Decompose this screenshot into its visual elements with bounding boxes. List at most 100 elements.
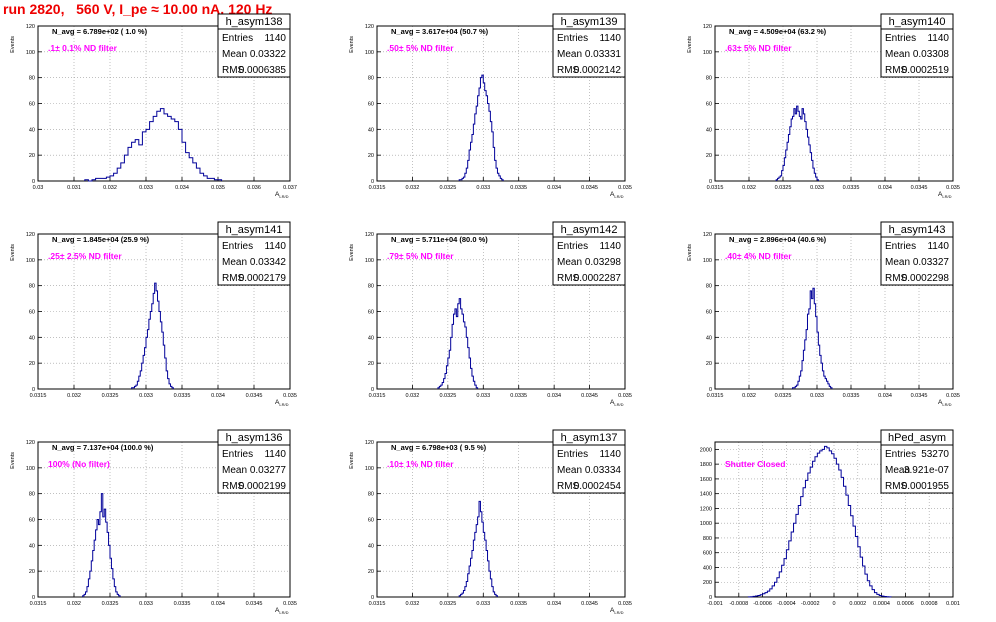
x-tick-label: 0.001	[946, 601, 960, 607]
x-tick-label: 0.035	[283, 393, 297, 399]
stats-value: 1140	[599, 33, 621, 44]
x-axis-subscript: LR/D	[279, 610, 288, 615]
y-axis-title: Events	[349, 36, 355, 53]
y-tick-label: 100	[26, 466, 35, 472]
navg-text: N_avg = 3.617e+04 (50.7 %)	[391, 27, 489, 36]
stats-value: 0.03308	[913, 49, 950, 60]
x-tick-label: 0.0335	[174, 393, 191, 399]
x-tick-label: 0.0335	[843, 185, 860, 191]
stats-box	[217, 221, 291, 286]
stats-label: Entries	[222, 241, 253, 252]
y-tick-label: 120	[26, 440, 35, 446]
x-tick-label: 0.0345	[911, 393, 928, 399]
x-tick-label: 0.034	[211, 601, 225, 607]
x-tick-label: 0.034	[547, 601, 561, 607]
histogram-panel-h_asym140: 0.0315 0.032 0.0325 0.033 0.0335 0.034 0.0345 0…	[687, 13, 960, 199]
y-tick-label: 60	[29, 102, 35, 108]
stats-label: Mean	[557, 49, 582, 60]
annotation-text: .10± 1% ND filter	[387, 459, 454, 469]
y-tick-label: 1000	[700, 521, 712, 527]
y-tick-label: 120	[365, 440, 374, 446]
x-tick-label: 0.0335	[174, 601, 191, 607]
y-tick-label: 120	[26, 24, 35, 30]
stats-label: RMS	[885, 273, 908, 284]
navg-text: N_avg = 6.798e+03 ( 9.5 %)	[391, 443, 487, 452]
histogram-panel-h_asym137: 0.0315 0.032 0.0325 0.033 0.0335 0.034 0.0345 0…	[349, 429, 632, 615]
y-tick-label: 100	[365, 466, 374, 472]
stats-value: 0.0002287	[574, 273, 622, 284]
stats-value: 1140	[264, 449, 286, 460]
annotation-text: .50± 5% ND filter	[387, 43, 454, 53]
histogram-panel-hPed_asym: -0.001 -0.0008 -0.0006 -0.0004 -0.0002 0 0.000…	[700, 429, 960, 607]
x-tick-label: 0.03	[33, 185, 44, 191]
x-tick-label: 0.032	[406, 393, 420, 399]
x-tick-label: 0.0335	[510, 185, 527, 191]
y-tick-label: 120	[703, 24, 712, 30]
stats-value: 1140	[599, 241, 621, 252]
x-tick-label: -0.0008	[729, 601, 748, 607]
y-tick-label: 120	[703, 232, 712, 238]
x-axis-title: ALR/D	[610, 399, 624, 407]
y-tick-label: 600	[703, 551, 712, 557]
x-tick-label: 0.0315	[369, 601, 386, 607]
stats-box	[880, 221, 954, 286]
y-tick-label: 100	[703, 50, 712, 56]
annotation-text: .25± 2.5% ND filter	[48, 251, 122, 261]
y-tick-label: 0	[371, 387, 374, 393]
stats-label: Entries	[557, 449, 588, 460]
x-axis-subscript: LR/D	[614, 610, 623, 615]
stats-value: 0.03327	[913, 257, 950, 268]
y-tick-label: 40	[29, 335, 35, 341]
x-tick-label: 0.034	[547, 393, 561, 399]
navg-text: N_avg = 1.845e+04 (25.9 %)	[52, 235, 150, 244]
x-tick-label: 0.0325	[439, 185, 456, 191]
histogram-line	[82, 493, 121, 597]
x-tick-label: 0	[832, 601, 835, 607]
x-tick-label: -0.0004	[777, 601, 796, 607]
navg-text: N_avg = 2.896e+04 (40.6 %)	[729, 235, 827, 244]
stats-label: Mean	[557, 257, 582, 268]
stats-box	[217, 429, 291, 494]
y-tick-label: 60	[368, 518, 374, 524]
stats-title: h_asym137	[561, 432, 618, 444]
y-tick-label: 60	[706, 310, 712, 316]
x-tick-label: 0.033	[810, 393, 824, 399]
annotation-text: 100% (No filter)	[48, 459, 110, 469]
x-tick-label: 0.033	[139, 393, 153, 399]
stats-value: 0.0002199	[239, 481, 287, 492]
x-tick-label: 0.033	[139, 185, 153, 191]
stats-label: Mean	[222, 465, 247, 476]
y-tick-label: 0	[371, 595, 374, 601]
annotation-text: Shutter Closed	[725, 459, 785, 469]
y-tick-label: 40	[368, 543, 374, 549]
x-tick-label: 0.0315	[30, 601, 47, 607]
stats-label: RMS	[885, 481, 908, 492]
y-axis-title: Events	[10, 244, 16, 261]
x-tick-label: 0.033	[810, 185, 824, 191]
x-tick-label: 0.036	[247, 185, 261, 191]
stats-value: 0.0002179	[239, 273, 287, 284]
y-tick-label: 1600	[700, 477, 712, 483]
y-tick-label: 20	[29, 569, 35, 575]
x-axis-subscript: LR/D	[942, 402, 951, 407]
x-tick-label: 0.037	[283, 185, 297, 191]
stats-value: 0.0002454	[574, 481, 622, 492]
y-tick-label: 0	[32, 387, 35, 393]
x-tick-label: 0.035	[618, 393, 632, 399]
y-tick-label: 20	[706, 153, 712, 159]
stats-box	[880, 429, 954, 494]
stats-value: 53270	[921, 449, 949, 460]
stats-label: Entries	[222, 449, 253, 460]
histogram-line	[458, 74, 504, 181]
x-tick-label: 0.032	[67, 393, 81, 399]
stats-label: RMS	[885, 65, 908, 76]
stats-title: h_asym140	[889, 16, 946, 28]
x-tick-label: 0.033	[476, 601, 490, 607]
y-tick-label: 80	[706, 284, 712, 290]
y-tick-label: 100	[26, 258, 35, 264]
histogram-panel-h_asym142: 0.0315 0.032 0.0325 0.033 0.0335 0.034 0.0345 0…	[349, 221, 632, 407]
x-tick-label: 0.032	[67, 601, 81, 607]
x-tick-label: 0.0345	[911, 185, 928, 191]
x-tick-label: 0.034	[878, 185, 892, 191]
stats-title: h_asym141	[226, 224, 283, 236]
